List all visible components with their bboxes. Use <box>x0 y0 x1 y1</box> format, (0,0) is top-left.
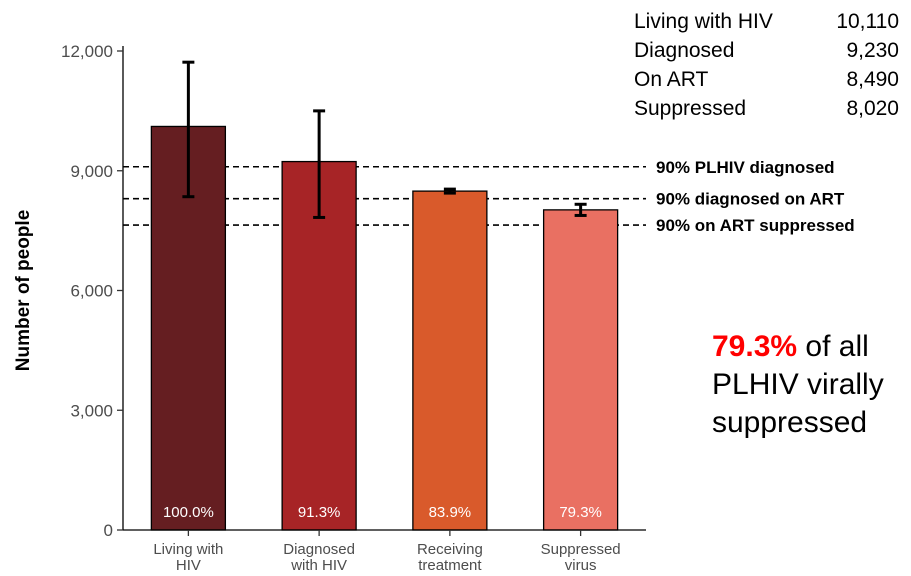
y-axis-label: Number of people <box>13 210 34 372</box>
x-tick-label-line: Living with <box>153 541 223 558</box>
x-tick-label-line: virus <box>565 557 597 574</box>
summary-label: Living with HIV <box>634 10 773 33</box>
x-tick-label-line: HIV <box>176 557 201 574</box>
summary-value: 10,110 <box>836 10 899 33</box>
summary-label: Suppressed <box>634 97 746 120</box>
callout-highlight: 79.3% <box>712 330 798 363</box>
x-tick-label-line: with HIV <box>290 557 347 574</box>
bars: 100.0% 91.3% 83.9% 79.3% <box>150 60 619 531</box>
suppression-callout: 79.3% of all PLHIV virally suppressed <box>712 328 902 442</box>
callout-text: of all PLHIV virally suppressed <box>712 330 884 439</box>
reference-line-label: 90% PLHIV diagnosed <box>656 158 835 177</box>
reference-lines: 90% PLHIV diagnosed 90% diagnosed on ART 9… <box>123 158 855 235</box>
bar-percent-label: 91.3% <box>298 504 341 521</box>
bar-percent-label: 100.0% <box>163 504 214 521</box>
y-tick-label: 3,000 <box>70 401 113 420</box>
x-tick-label: Diagnosed with HIV <box>283 541 355 574</box>
summary-label: On ART <box>634 68 708 91</box>
y-tick-label: 12,000 <box>61 42 113 61</box>
x-tick-label: Suppressed virus <box>541 541 621 574</box>
x-tick-label-line: Diagnosed <box>283 541 355 558</box>
summary-value: 9,230 <box>846 39 899 62</box>
x-tick-label-line: Suppressed <box>541 541 621 558</box>
x-tick-label: Living with HIV <box>153 541 223 574</box>
summary-value: 8,020 <box>846 97 899 120</box>
bar-percent-label: 83.9% <box>429 504 472 521</box>
bar <box>542 209 619 531</box>
axes: 0 3,000 6,000 9,000 12,000 Number of people Li… <box>13 42 646 574</box>
y-tick-label: 6,000 <box>70 282 113 301</box>
reference-line-label: 90% diagnosed on ART <box>656 190 845 209</box>
y-tick-label: 0 <box>104 521 113 540</box>
summary-value: 8,490 <box>846 68 899 91</box>
summary-label: Diagnosed <box>634 39 734 62</box>
summary-table: Living with HIV 10,110 Diagnosed 9,230 On AR… <box>634 10 899 120</box>
reference-line-label: 90% on ART suppressed <box>656 216 855 235</box>
y-tick-label: 9,000 <box>70 162 113 181</box>
bar <box>412 190 488 531</box>
x-tick-label-line: treatment <box>418 557 482 574</box>
x-tick-label-line: Receiving <box>417 541 483 558</box>
bar-percent-label: 79.3% <box>559 504 602 521</box>
x-tick-label: Receiving treatment <box>417 541 483 574</box>
